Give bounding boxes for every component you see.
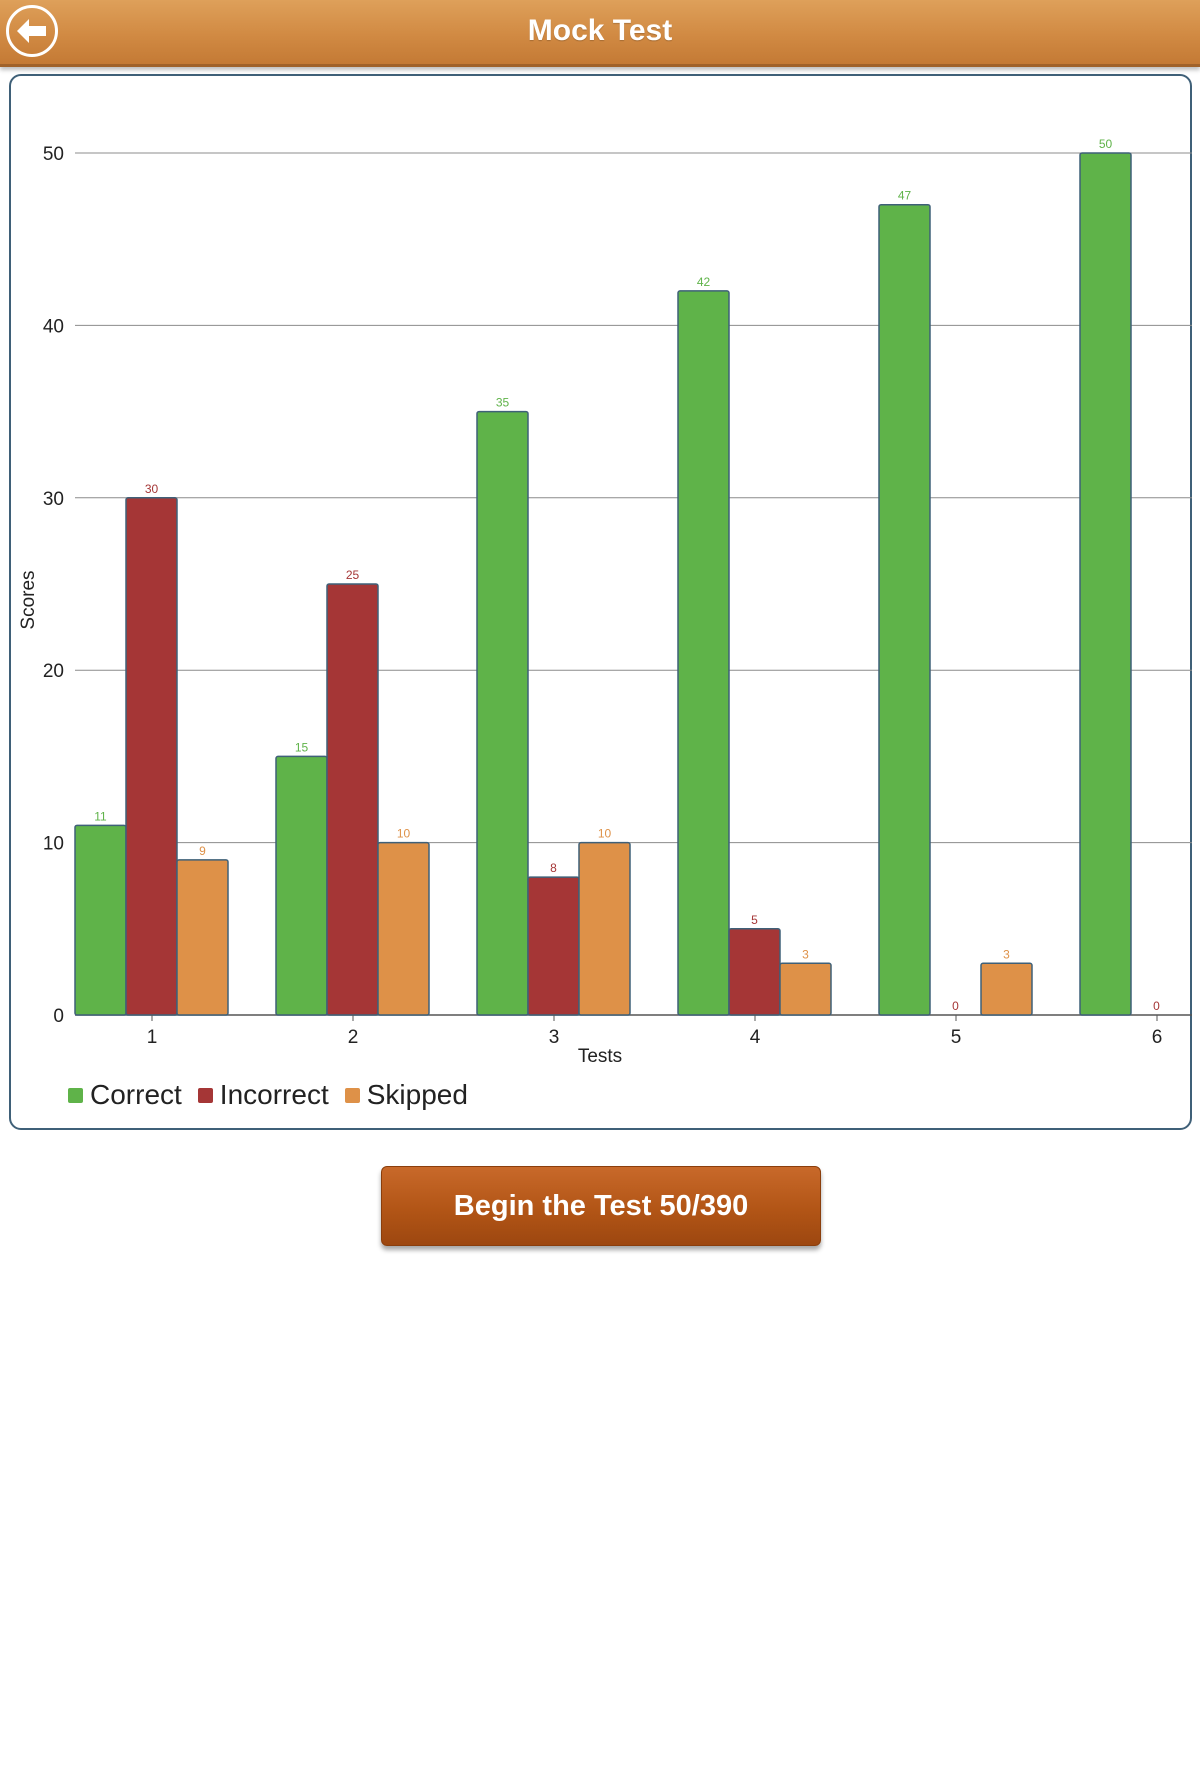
bar-skipped-test-5 [980,962,1033,1016]
y-tick-label: 50 [43,144,64,165]
back-button[interactable] [6,5,58,57]
bar-correct-test-6 [1079,152,1132,1016]
legend-label: Incorrect [219,1079,329,1110]
data-label: 10 [598,827,612,841]
app-header: Mock Test [0,0,1200,67]
page-title: Mock Test [527,14,673,47]
data-label: 8 [550,861,557,875]
data-label: 50 [1099,137,1113,151]
y-tick-label: 40 [43,316,64,337]
data-label: 9 [199,844,206,858]
legend-item-incorrect: Incorrect [197,1079,329,1111]
bar-correct-test-4 [677,290,730,1016]
x-tick-label: 5 [951,1027,962,1048]
data-label: 35 [496,396,510,410]
data-label: 0 [1153,999,1160,1013]
back-arrow-icon [17,19,46,43]
legend-item-correct: Correct [68,1079,182,1111]
data-label: 30 [145,482,159,496]
x-tick-label: 2 [348,1027,359,1048]
begin-test-button[interactable]: Begin the Test 50/390 [381,1166,821,1246]
data-label: 0 [952,999,959,1013]
bar-skipped-test-4 [779,962,832,1016]
bar-correct-test-1 [74,824,127,1016]
y-tick-label: 30 [43,489,64,510]
legend-swatch [197,1087,213,1103]
data-label: 42 [697,275,711,289]
y-axis-label: Scores [18,570,39,629]
data-label: 15 [295,740,309,754]
bar-incorrect-test-3 [527,876,580,1016]
bar-correct-test-3 [476,410,529,1016]
chart-legend: Correct Incorrect Skipped [68,1079,484,1111]
bar-correct-test-2 [275,755,328,1016]
bar-incorrect-test-2 [326,583,379,1016]
bar-incorrect-test-1 [125,497,178,1016]
legend-label: Skipped [366,1079,468,1110]
bar-skipped-test-3 [578,841,631,1016]
data-label: 5 [751,913,758,927]
data-label: 10 [397,827,411,841]
y-tick-label: 20 [43,661,64,682]
bar-skipped-test-2 [377,841,430,1016]
legend-swatch [68,1087,83,1103]
x-tick-label: 3 [549,1027,560,1048]
bar-correct-test-5 [878,203,931,1016]
data-label: 47 [898,189,912,203]
data-label: 25 [346,568,360,582]
x-tick-label: 4 [750,1027,761,1048]
bar-skipped-test-1 [176,859,229,1016]
legend-item-skipped: Skipped [344,1079,468,1111]
x-tick-label: 1 [147,1027,158,1048]
x-axis-label: Tests [578,1046,622,1067]
bar-incorrect-test-4 [728,928,781,1016]
legend-label: Correct [90,1079,182,1110]
data-label: 3 [802,947,809,961]
data-label: 3 [1003,947,1010,961]
legend-swatch [344,1087,360,1103]
x-tick-label: 6 [1152,1027,1163,1048]
y-tick-label: 0 [53,1006,64,1027]
y-tick-label: 10 [43,834,64,855]
data-label: 11 [94,809,107,823]
